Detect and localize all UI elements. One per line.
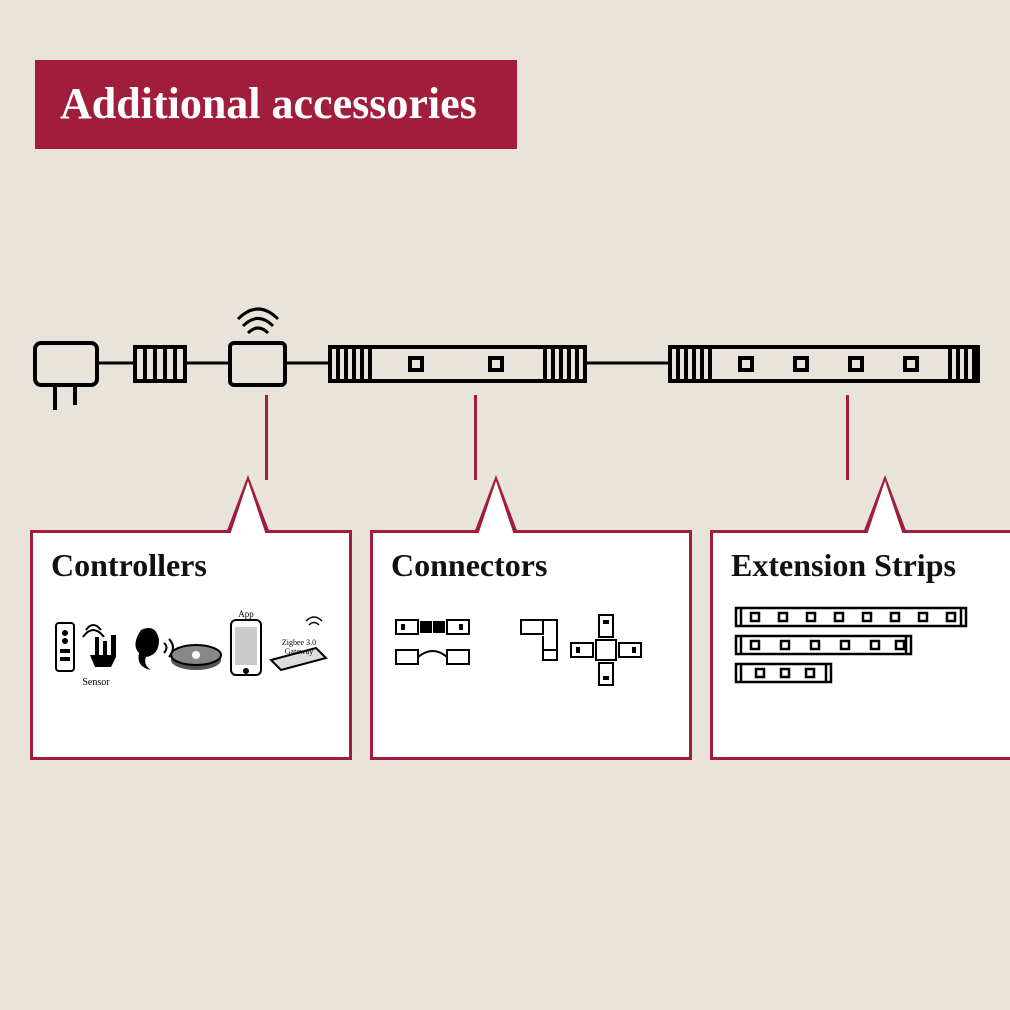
pointer-line-controllers <box>265 395 268 480</box>
callout-row: Controllers Sensor <box>30 530 980 760</box>
title-text: Additional accessories <box>60 79 477 128</box>
title-banner: Additional accessories <box>35 60 517 149</box>
extension-icons <box>731 600 1010 700</box>
pointer-line-extensions <box>846 395 849 480</box>
svg-text:App: App <box>238 609 254 619</box>
controllers-icons: Sensor App Zigbee 3.0 Gatew <box>51 600 331 710</box>
connectors-icons <box>391 600 671 710</box>
callout-title-connectors: Connectors <box>391 547 671 584</box>
pointer-line-connectors <box>474 395 477 480</box>
callout-title-controllers: Controllers <box>51 547 331 584</box>
callout-controllers: Controllers Sensor <box>30 530 352 760</box>
svg-text:Zigbee 3.0: Zigbee 3.0 <box>282 638 316 647</box>
svg-text:Sensor: Sensor <box>82 677 110 688</box>
callout-title-extension: Extension Strips <box>731 547 1010 584</box>
system-diagram <box>30 305 980 445</box>
callout-connectors: Connectors <box>370 530 692 760</box>
callout-extension-strips: Extension Strips <box>710 530 1010 760</box>
svg-text:Gateway: Gateway <box>285 647 313 656</box>
